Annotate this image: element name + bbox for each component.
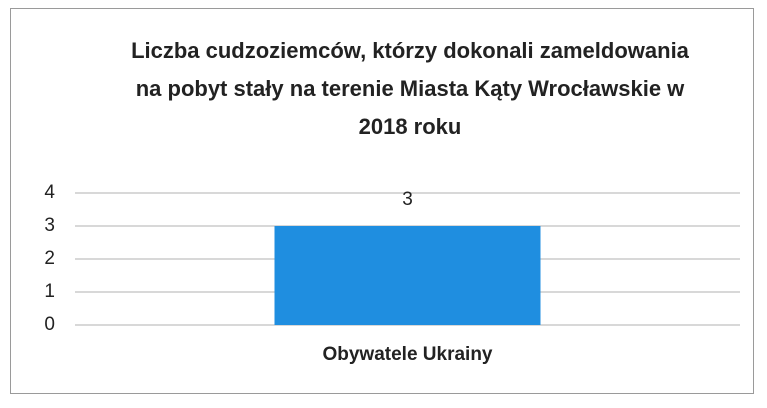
x-tick-label: Obywatele Ukrainy bbox=[322, 344, 492, 365]
bar bbox=[274, 226, 541, 325]
y-tick-label: 4 bbox=[44, 182, 55, 203]
y-tick-label: 1 bbox=[44, 281, 55, 302]
y-tick-label: 0 bbox=[44, 314, 55, 335]
chart-frame bbox=[10, 8, 754, 394]
chart-title: Liczba cudzoziemców, którzy dokonali zam… bbox=[131, 38, 689, 139]
y-tick-label: 3 bbox=[44, 215, 55, 236]
data-label: 3 bbox=[402, 189, 413, 210]
y-tick-label: 2 bbox=[44, 248, 55, 269]
